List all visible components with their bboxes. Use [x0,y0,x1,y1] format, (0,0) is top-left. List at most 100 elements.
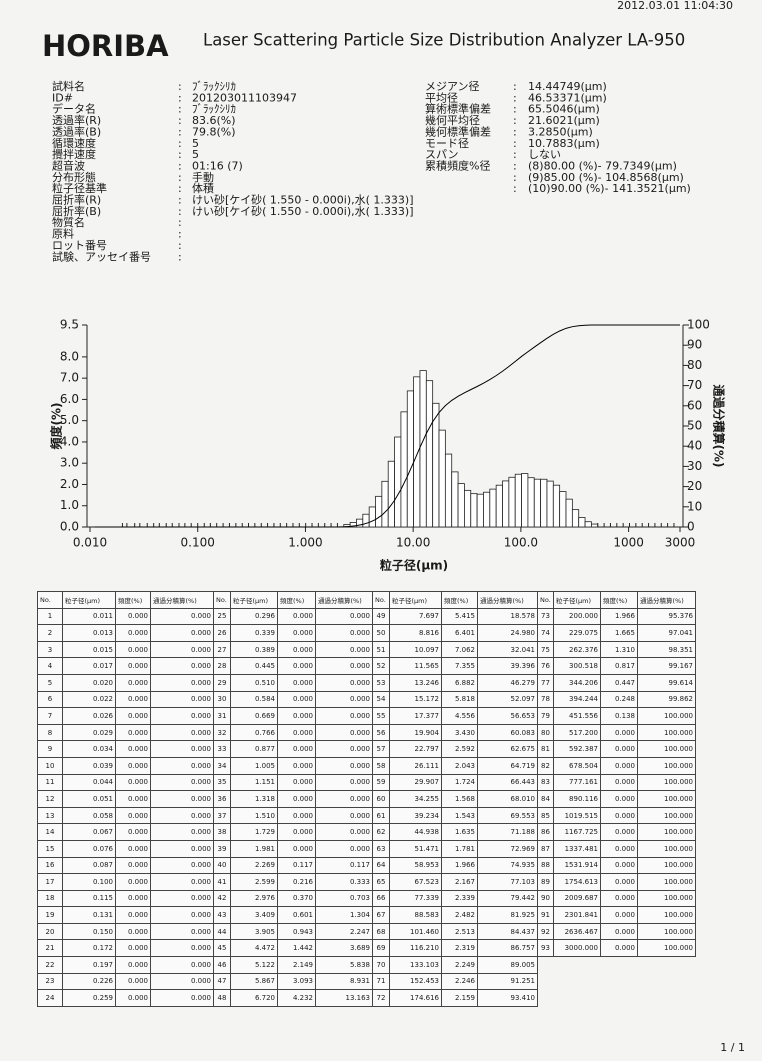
table-row: 90 2009.687 0.000 100.000 [537,889,696,908]
table-cell: 0.817 [600,657,638,675]
table-cell: 0.601 [277,906,316,924]
table-cell: 78 [537,690,554,709]
info-separator: : [178,216,182,229]
table-cell: 0.000 [150,773,214,792]
table-cell: 0.000 [115,624,151,642]
table-row: 24 0.259 0.000 0.000 [37,989,214,1007]
table-cell: 100.000 [637,707,696,725]
table-row: 76 300.518 0.817 99.167 [537,657,696,675]
table-row: 51 10.097 7.062 32.041 [372,640,538,659]
table-row: 68 101.460 2.513 84.437 [372,922,538,941]
table-cell: 4.556 [441,707,478,725]
info-separator: : [178,125,182,138]
table-row: 1 0.011 0.000 0.000 [37,607,214,626]
table-cell: 17.377 [389,707,442,725]
y2-tick-label: 0 [687,520,695,534]
table-cell: 2.269 [230,856,278,875]
table-cell: 0.000 [600,889,638,908]
table-cell: 27 [213,640,231,659]
table-cell: 2.247 [315,922,373,941]
table-cell: 0.000 [315,624,373,642]
table-row: 65 67.523 2.167 77.103 [372,873,538,891]
table-cell: 100.000 [637,839,696,858]
table-row: 83 777.161 0.000 100.000 [537,773,696,792]
table-cell: 0.150 [62,922,116,941]
table-cell: 0.000 [315,707,373,725]
table-cell: 0.296 [230,607,278,626]
column-header: 粒子径(μm) [389,591,442,609]
table-cell: 1531.914 [553,856,601,875]
info-value: 手動 [192,170,214,184]
table-cell: 0.000 [115,740,151,758]
table-cell: 79.442 [477,889,538,908]
table-cell: 0.000 [115,922,151,941]
table-cell: 890.116 [553,790,601,808]
table-cell: 82 [537,756,554,775]
table-cell: 39 [213,839,231,858]
histogram-bar [521,473,529,528]
table-cell: 24 [37,989,63,1007]
table-cell: 0.051 [62,790,116,808]
table-cell: 100.000 [637,790,696,808]
table-cell: 5.122 [230,956,278,974]
y2-tick-label: 10 [687,499,702,513]
table-row: 20 0.150 0.000 0.000 [37,922,214,941]
table-cell: 0.029 [62,723,116,742]
table-cell: 0.000 [600,823,638,841]
table-cell: 99.167 [637,657,696,675]
table-cell: 100.000 [637,823,696,841]
table-cell: 14 [37,823,63,841]
table-cell: 4.232 [277,989,316,1007]
table-row: 70 133.103 2.249 89.005 [372,956,538,974]
table-cell: 53 [372,673,390,692]
histogram-bar [584,521,592,528]
table-row: 50 8.816 6.401 24.980 [372,624,538,642]
table-cell: 22 [37,956,63,974]
table-cell: 81.925 [477,906,538,924]
table-row: 39 1.981 0.000 0.000 [213,839,373,858]
info-value: 46.53371(μm) [528,91,607,104]
table-row: 36 1.318 0.000 0.000 [213,790,373,808]
table-cell: 3.905 [230,922,278,941]
table-cell: 31 [213,707,231,725]
table-row: 82 678.504 0.000 100.000 [537,756,696,775]
table-cell: 89 [537,873,554,891]
table-cell: 0.000 [277,707,316,725]
table-row: 67 88.583 2.482 81.925 [372,906,538,924]
table-cell: 0.197 [62,956,116,974]
data-table: No. 粒子径(μm) 頻度(%) 通過分積算(%) 73 200.000 1.966 95.… [537,591,696,958]
table-cell: 229.075 [553,624,601,642]
table-cell: 0.000 [115,640,151,659]
table-row: 52 11.565 7.355 39.396 [372,657,538,675]
table-cell: 79 [537,707,554,725]
table-cell: 86 [537,823,554,841]
table-cell: 71 [372,972,390,991]
table-cell: 3 [37,640,63,659]
histogram-bar [438,429,446,528]
table-row: 23 0.226 0.000 0.000 [37,972,214,991]
table-cell: 0.000 [115,607,151,626]
table-cell: 0.000 [277,756,316,775]
info-separator: : [178,114,182,127]
table-cell: 2.592 [441,740,478,758]
table-cell: 152.453 [389,972,442,991]
table-cell: 0.333 [315,873,373,891]
table-cell: 0.877 [230,740,278,758]
histogram-bar [489,488,497,528]
y-tick-label: 9.5 [60,318,79,332]
table-cell: 7 [37,707,63,725]
table-cell: 69.553 [477,806,538,825]
table-row: 55 17.377 4.556 56.653 [372,707,538,725]
table-cell: 1.568 [441,790,478,808]
table-cell: 0.000 [600,723,638,742]
table-cell: 26 [213,624,231,642]
table-cell: 68 [372,922,390,941]
table-cell: 0.039 [62,756,116,775]
table-cell: 29.907 [389,773,442,792]
table-cell: 0.000 [150,707,214,725]
column-header: 頻度(%) [277,591,316,609]
info-separator: : [178,137,182,150]
table-cell: 77.339 [389,889,442,908]
table-cell: 16 [37,856,63,875]
table-cell: 1754.613 [553,873,601,891]
